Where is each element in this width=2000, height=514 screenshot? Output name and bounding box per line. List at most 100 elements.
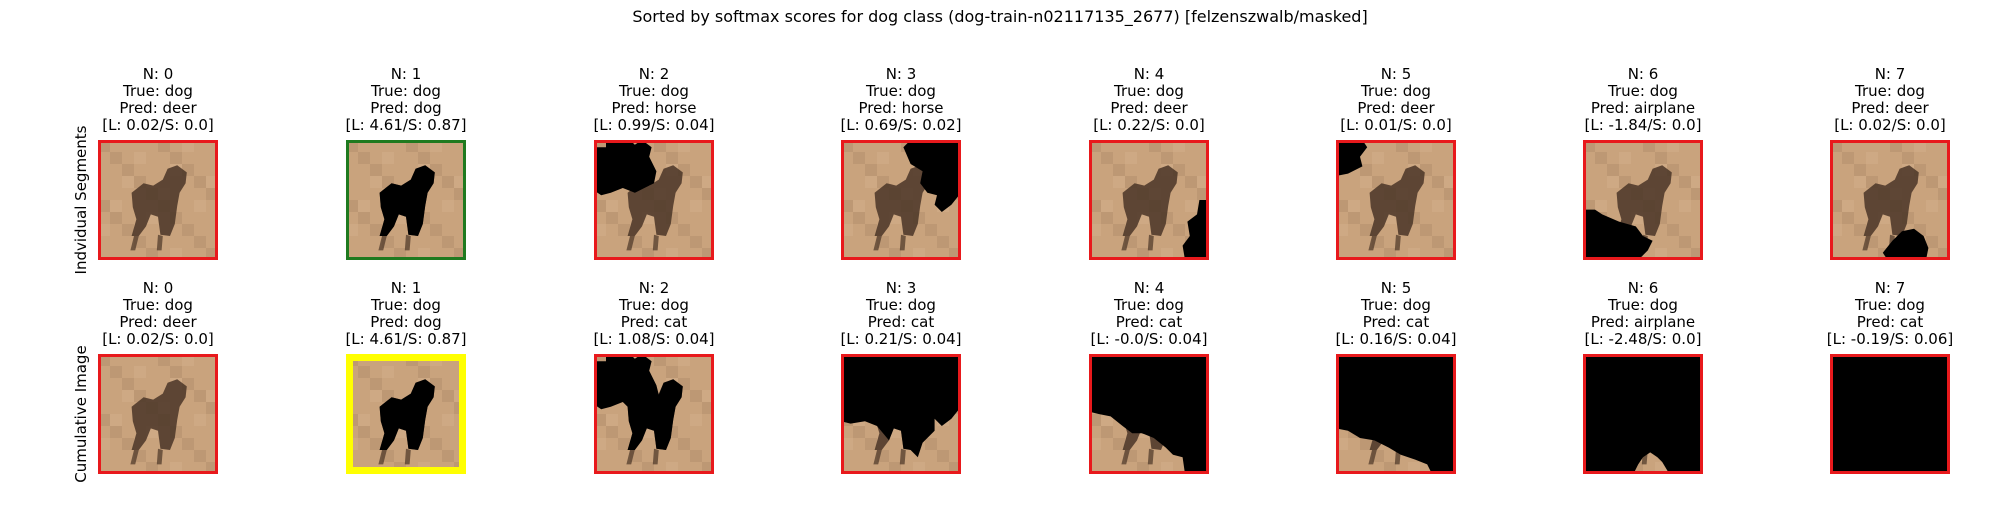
panel-scores: [L: 0.01/S: 0.0] bbox=[1340, 116, 1452, 134]
segment-thumbnail bbox=[1830, 354, 1950, 474]
animal-figure bbox=[130, 165, 187, 251]
segment-panel: N: 7 True: dog Pred: deer [L: 0.02/S: 0.0] bbox=[1800, 66, 1980, 134]
segment-mask bbox=[1182, 200, 1209, 260]
segment-mask bbox=[903, 140, 961, 212]
panel-title: N: 1 True: dog Pred: dog [L: 4.61/S: 0.87] bbox=[316, 280, 496, 348]
segment-panel: N: 3 True: dog Pred: horse [L: 0.69/S: 0.02… bbox=[811, 66, 991, 134]
panel-prediction: Pred: horse bbox=[858, 99, 944, 117]
segment-thumbnail-svg bbox=[98, 354, 218, 474]
panel-true-label: True: dog bbox=[619, 296, 689, 314]
figure-title: Sorted by softmax scores for dog class (… bbox=[632, 7, 1368, 26]
segment-panel: N: 5 True: dog Pred: cat [L: 0.16/S: 0.04] bbox=[1306, 280, 1486, 348]
panel-prediction: Pred: cat bbox=[1856, 313, 1924, 331]
panel-title: N: 0 True: dog Pred: deer [L: 0.02/S: 0.0] bbox=[68, 66, 248, 134]
segment-mask bbox=[1583, 209, 1653, 260]
panel-border bbox=[1583, 140, 1703, 260]
animal-figure bbox=[1368, 165, 1425, 251]
panel-index: N: 7 bbox=[1874, 279, 1906, 297]
panel-index: N: 4 bbox=[1133, 65, 1165, 83]
panel-title: N: 5 True: dog Pred: cat [L: 0.16/S: 0.04] bbox=[1306, 280, 1486, 348]
panel-title: N: 4 True: dog Pred: deer [L: 0.22/S: 0.0] bbox=[1059, 66, 1239, 134]
panel-index: N: 1 bbox=[390, 65, 422, 83]
segment-panel: N: 2 True: dog Pred: horse [L: 0.99/S: 0.04… bbox=[564, 66, 744, 134]
segment-thumbnail bbox=[1336, 140, 1456, 260]
panel-true-label: True: dog bbox=[866, 296, 936, 314]
segment-panel: N: 2 True: dog Pred: cat [L: 1.08/S: 0.04] bbox=[564, 280, 744, 348]
panel-prediction: Pred: horse bbox=[611, 99, 697, 117]
panel-border bbox=[1089, 140, 1209, 260]
segment-thumbnail-svg bbox=[1336, 354, 1456, 474]
segment-thumbnail-svg bbox=[1089, 140, 1209, 260]
segment-panel: N: 0 True: dog Pred: deer [L: 0.02/S: 0.0] bbox=[68, 66, 248, 134]
segment-thumbnail bbox=[1583, 140, 1703, 260]
segment-thumbnail bbox=[1583, 354, 1703, 474]
panel-index: N: 0 bbox=[142, 279, 174, 297]
segment-panel: N: 1 True: dog Pred: dog [L: 4.61/S: 0.87] bbox=[316, 280, 496, 348]
panel-true-label: True: dog bbox=[1361, 82, 1431, 100]
panel-prediction: Pred: deer bbox=[119, 99, 197, 117]
panel-prediction: Pred: deer bbox=[1851, 99, 1929, 117]
panel-border bbox=[1089, 354, 1209, 474]
panel-true-label: True: dog bbox=[1608, 296, 1678, 314]
panel-border bbox=[594, 140, 714, 260]
segment-thumbnail bbox=[841, 354, 961, 474]
panel-true-label: True: dog bbox=[123, 82, 193, 100]
segment-panel: N: 1 True: dog Pred: dog [L: 4.61/S: 0.87] bbox=[316, 66, 496, 134]
panel-scores: [L: 4.61/S: 0.87] bbox=[345, 330, 467, 348]
panel-border bbox=[1830, 354, 1950, 474]
panel-true-label: True: dog bbox=[1855, 82, 1925, 100]
segment-mask bbox=[1882, 228, 1929, 260]
panel-index: N: 3 bbox=[885, 65, 917, 83]
panel-index: N: 3 bbox=[885, 279, 917, 297]
segment-panel: N: 6 True: dog Pred: airplane [L: -2.48/S: … bbox=[1553, 280, 1733, 348]
segment-thumbnail-svg bbox=[594, 354, 714, 474]
segment-thumbnail bbox=[98, 140, 218, 260]
panel-index: N: 5 bbox=[1380, 279, 1412, 297]
segment-thumbnail-svg bbox=[1089, 354, 1209, 474]
panel-true-label: True: dog bbox=[1114, 296, 1184, 314]
panel-prediction: Pred: deer bbox=[1357, 99, 1435, 117]
panel-prediction: Pred: airplane bbox=[1590, 313, 1696, 331]
panel-scores: [L: 1.08/S: 0.04] bbox=[593, 330, 715, 348]
panel-true-label: True: dog bbox=[371, 82, 441, 100]
segment-thumbnail-svg bbox=[1583, 354, 1703, 474]
panel-prediction: Pred: dog bbox=[370, 99, 442, 117]
panel-title: N: 7 True: dog Pred: deer [L: 0.02/S: 0.0] bbox=[1800, 66, 1980, 134]
panel-index: N: 5 bbox=[1380, 65, 1412, 83]
segment-thumbnail-svg bbox=[1336, 140, 1456, 260]
segment-thumbnail-svg bbox=[98, 140, 218, 260]
panel-title: N: 6 True: dog Pred: airplane [L: -1.84/S: … bbox=[1553, 66, 1733, 134]
panel-title: N: 1 True: dog Pred: dog [L: 4.61/S: 0.87] bbox=[316, 66, 496, 134]
segment-thumbnail bbox=[346, 354, 466, 474]
panel-index: N: 1 bbox=[390, 279, 422, 297]
panel-border bbox=[841, 140, 961, 260]
panel-index: N: 4 bbox=[1133, 279, 1165, 297]
panel-title: N: 3 True: dog Pred: horse [L: 0.69/S: 0.02… bbox=[811, 66, 991, 134]
panel-title: N: 3 True: dog Pred: cat [L: 0.21/S: 0.04] bbox=[811, 280, 991, 348]
panel-scores: [L: -0.19/S: 0.06] bbox=[1826, 330, 1954, 348]
segment-thumbnail-svg bbox=[1830, 354, 1950, 474]
segment-thumbnail bbox=[841, 140, 961, 260]
panel-border bbox=[841, 354, 961, 474]
panel-prediction: Pred: airplane bbox=[1590, 99, 1696, 117]
segment-thumbnail bbox=[1830, 140, 1950, 260]
animal-figure bbox=[130, 379, 187, 465]
segment-thumbnail bbox=[346, 140, 466, 260]
segment-mask bbox=[379, 379, 435, 450]
segment-thumbnail bbox=[98, 354, 218, 474]
panel-title: N: 4 True: dog Pred: cat [L: -0.0/S: 0.04] bbox=[1059, 280, 1239, 348]
panel-border bbox=[1583, 354, 1703, 474]
panel-border bbox=[1830, 140, 1950, 260]
panel-border bbox=[594, 354, 714, 474]
segment-mask bbox=[594, 140, 657, 196]
panel-border bbox=[346, 354, 466, 474]
segment-mask bbox=[379, 165, 435, 236]
segment-mask bbox=[594, 354, 683, 450]
panel-true-label: True: dog bbox=[371, 296, 441, 314]
animal-figure bbox=[626, 165, 683, 251]
segment-thumbnail-svg bbox=[1830, 140, 1950, 260]
panel-title: N: 2 True: dog Pred: horse [L: 0.99/S: 0.04… bbox=[564, 66, 744, 134]
segment-panel: N: 3 True: dog Pred: cat [L: 0.21/S: 0.04] bbox=[811, 280, 991, 348]
segment-thumbnail bbox=[594, 354, 714, 474]
panel-title: N: 2 True: dog Pred: cat [L: 1.08/S: 0.04] bbox=[564, 280, 744, 348]
